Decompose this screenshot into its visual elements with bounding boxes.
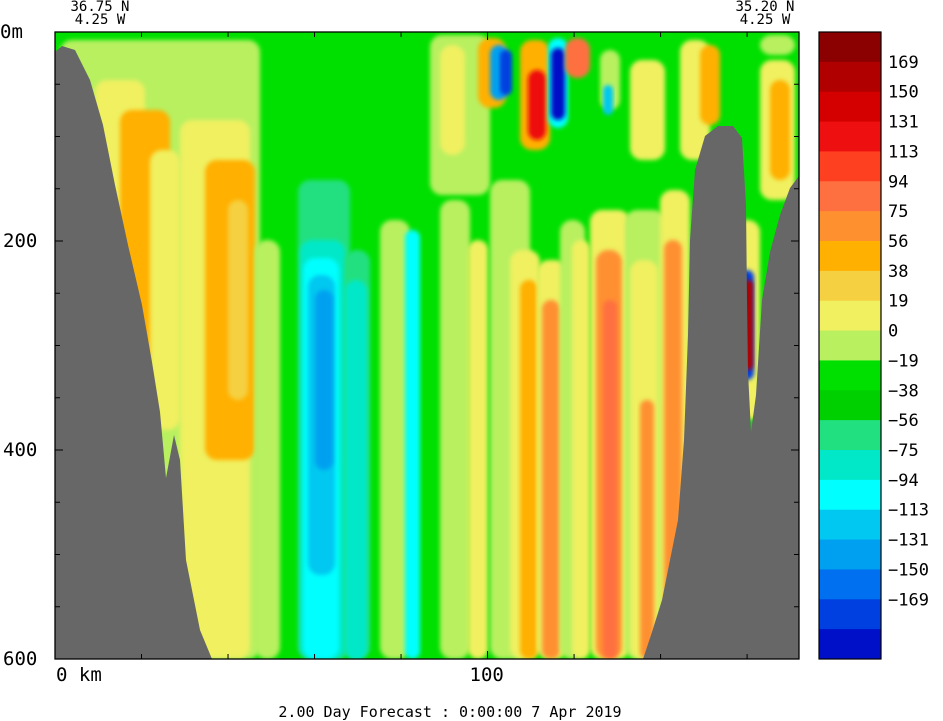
- colorbar-swatch: [819, 181, 881, 212]
- colorbar-label: 56: [888, 232, 908, 252]
- colorbar-swatch: [819, 450, 881, 481]
- colorbar-label: 0: [888, 322, 898, 342]
- field-band: [603, 85, 613, 115]
- field-band: [551, 48, 565, 120]
- field-band: [640, 400, 654, 659]
- field-band: [345, 280, 367, 659]
- colorbar-label: −150: [888, 560, 929, 580]
- colorbar-swatch: [819, 270, 881, 302]
- distance-tick-label: 0 km: [56, 664, 102, 686]
- colorbar-label: 38: [888, 262, 908, 282]
- left-lat-label: 36.75 N: [70, 0, 129, 15]
- field-band: [528, 70, 546, 140]
- colorbar-label: −56: [888, 411, 919, 431]
- colorbar-swatch: [819, 539, 881, 570]
- colorbar-label: 131: [888, 113, 919, 133]
- field-band: [700, 45, 720, 125]
- field-band: [255, 240, 280, 659]
- field-band: [380, 220, 410, 659]
- depth-tick-label: 200: [3, 230, 37, 252]
- field-band: [500, 50, 512, 95]
- left-seabed: [55, 46, 212, 659]
- colorbar-frame: [818, 31, 882, 660]
- colorbar-swatch: [819, 300, 881, 332]
- colorbar-label: 94: [888, 172, 908, 192]
- field-band: [565, 38, 590, 78]
- field-band: [468, 240, 488, 659]
- colorbar-label: −38: [888, 381, 919, 401]
- colorbar-label: 19: [888, 292, 908, 312]
- colorbar-swatch: [819, 629, 881, 660]
- right-lon-label: 4.25 W: [740, 12, 791, 28]
- colorbar-label: 150: [888, 83, 919, 103]
- colorbar-label: −94: [888, 471, 919, 491]
- field-band: [315, 290, 333, 470]
- colorbar-label: −113: [888, 501, 929, 521]
- colorbar-label: 169: [888, 53, 919, 73]
- right-seabed: [643, 126, 799, 659]
- field-band: [572, 240, 590, 659]
- colorbar-swatch: [819, 32, 881, 63]
- colorbar-swatch: [819, 61, 881, 93]
- colorbar-swatch: [819, 330, 881, 361]
- colorbar-swatch: [819, 509, 881, 541]
- colorbar-swatch: [819, 211, 881, 242]
- colorbar-swatch: [819, 121, 881, 152]
- field-band: [542, 300, 560, 659]
- colorbar-swatch: [819, 479, 881, 511]
- right-lat-label: 35.20 N: [735, 0, 794, 15]
- field-band: [770, 80, 790, 180]
- colorbar-label: −169: [888, 590, 929, 610]
- colorbar: 169 150 131 113 94 75 56 38 19 0 −19 −38 −56 −75 −94 −1…: [818, 31, 929, 660]
- field-band: [760, 35, 795, 55]
- field-band: [440, 200, 470, 659]
- forecast-footer: 2.00 Day Forecast : 0:00:00 7 Apr 2019: [278, 703, 621, 721]
- colorbar-label: −75: [888, 441, 919, 461]
- colorbar-label: 113: [888, 142, 919, 162]
- depth-tick-label: 0m: [0, 21, 23, 43]
- colorbar-swatch: [819, 569, 881, 600]
- depth-tick-label: 600: [3, 648, 37, 670]
- depth-tick-label: 400: [3, 439, 37, 461]
- colorbar-swatch: [819, 241, 881, 272]
- colorbar-swatch: [819, 360, 881, 391]
- colorbar-label: −19: [888, 351, 919, 371]
- field-band: [603, 300, 617, 659]
- field-band: [228, 200, 248, 400]
- colorbar-swatch: [819, 599, 881, 630]
- colorbar-swatch: [819, 91, 881, 123]
- colorbar-label: 75: [888, 202, 908, 222]
- field-band: [520, 280, 538, 659]
- field-band: [440, 45, 465, 155]
- distance-tick-label: 100: [470, 664, 504, 686]
- field-band: [150, 150, 180, 430]
- colorbar-swatch: [819, 390, 881, 421]
- colorbar-swatch: [819, 151, 881, 182]
- field-band: [630, 60, 665, 160]
- plot-area: [55, 32, 799, 659]
- colorbar-label: −131: [888, 531, 929, 551]
- field-band: [405, 230, 420, 659]
- axes: 0m 200 400 600 0 km 100: [0, 21, 799, 686]
- colorbar-swatch: [819, 420, 881, 451]
- left-lon-label: 4.25 W: [75, 12, 126, 28]
